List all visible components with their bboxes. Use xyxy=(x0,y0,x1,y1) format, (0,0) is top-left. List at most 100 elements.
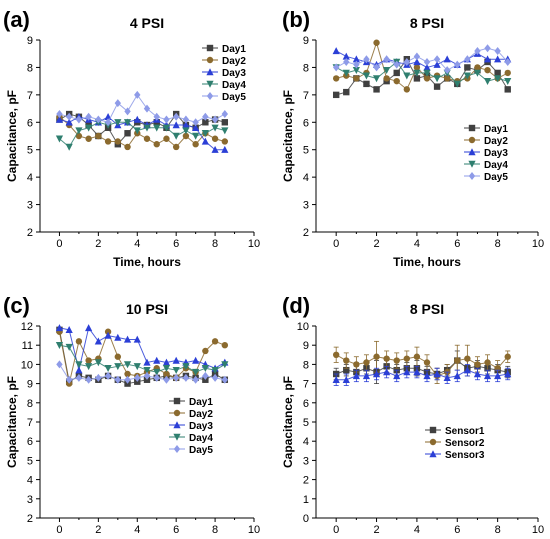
series-line xyxy=(336,369,508,381)
data-point xyxy=(383,75,390,82)
data-point xyxy=(172,121,180,129)
y-tick-label: 8 xyxy=(303,62,309,74)
series-line xyxy=(59,326,226,371)
data-point xyxy=(332,91,340,99)
data-point xyxy=(504,77,512,85)
data-point xyxy=(114,138,122,145)
data-point xyxy=(94,337,102,345)
data-point xyxy=(211,115,219,124)
data-point xyxy=(484,66,491,74)
data-point xyxy=(383,66,391,74)
panel-label: (a) xyxy=(3,7,30,32)
data-point xyxy=(95,373,102,382)
data-point xyxy=(433,83,441,90)
y-tick-label: 7 xyxy=(303,379,309,391)
x-tick-label: 10 xyxy=(248,238,260,250)
data-point xyxy=(373,63,380,72)
data-point xyxy=(363,359,370,366)
legend-marker xyxy=(429,426,437,434)
data-point xyxy=(463,72,471,80)
series-Day2 xyxy=(332,39,511,93)
x-tick-label: 0 xyxy=(56,238,62,250)
series-line xyxy=(335,354,509,377)
y-tick-label: 5 xyxy=(27,145,33,157)
data-point xyxy=(342,375,350,383)
data-point xyxy=(65,118,73,126)
y-tick-label: 3 xyxy=(27,494,33,506)
data-point xyxy=(182,373,190,382)
x-tick-label: 2 xyxy=(95,524,101,536)
data-point xyxy=(443,55,451,63)
data-point xyxy=(114,99,122,108)
y-tick-label: 6 xyxy=(27,436,33,448)
data-point xyxy=(123,335,132,343)
x-tick-label: 8 xyxy=(212,524,218,536)
data-point xyxy=(332,63,340,72)
data-point xyxy=(464,355,471,362)
data-point xyxy=(494,69,501,77)
panel-title: 10 PSI xyxy=(126,301,168,317)
y-tick-label: 9 xyxy=(27,379,33,391)
data-point xyxy=(114,119,122,127)
data-point xyxy=(453,372,461,380)
data-point xyxy=(75,366,83,374)
data-point xyxy=(443,374,451,382)
y-tick-label: 7 xyxy=(27,90,33,102)
legend-label: Day3 xyxy=(484,148,508,159)
data-point xyxy=(133,127,141,135)
data-point xyxy=(143,135,151,142)
y-tick-label: 2 xyxy=(303,475,309,487)
data-point xyxy=(423,63,431,71)
y-tick-label: 12 xyxy=(21,321,33,333)
data-point xyxy=(433,55,441,64)
data-point xyxy=(85,124,93,132)
data-point xyxy=(172,356,180,364)
x-tick-label: 10 xyxy=(532,524,544,536)
legend-marker xyxy=(206,44,214,52)
y-tick-label: 9 xyxy=(303,340,309,352)
legend-label: Day4 xyxy=(484,160,508,171)
y-tick-label: 5 xyxy=(303,417,309,429)
data-point xyxy=(75,373,83,382)
data-point xyxy=(123,119,132,127)
data-point xyxy=(393,77,400,85)
data-point xyxy=(484,44,491,53)
data-point xyxy=(362,372,371,380)
panel-0: (a) 4 PSI 0 2 4 6 8 10 2 3 4 5 6 7 8 9 Time, hours Capaci… xyxy=(3,7,260,269)
data-point xyxy=(114,353,122,360)
data-point xyxy=(114,333,122,341)
data-point xyxy=(123,361,132,369)
data-point xyxy=(393,60,400,69)
data-point xyxy=(413,64,421,71)
data-point xyxy=(413,353,421,360)
data-point xyxy=(133,115,141,123)
data-point xyxy=(75,361,83,369)
data-point xyxy=(163,135,170,142)
data-point xyxy=(202,371,209,380)
y-tick-label: 1 xyxy=(303,494,309,506)
x-tick-label: 4 xyxy=(414,524,420,536)
data-point xyxy=(221,119,229,126)
legend-marker xyxy=(206,92,214,100)
y-tick-label: 8 xyxy=(27,398,33,410)
data-point xyxy=(383,355,390,362)
data-point xyxy=(192,123,200,131)
data-point xyxy=(124,130,131,137)
y-tick-label: 11 xyxy=(22,340,33,352)
data-point xyxy=(373,86,380,93)
data-point xyxy=(104,371,112,380)
y-tick-label: 5 xyxy=(27,455,33,467)
legend-marker xyxy=(173,433,181,441)
series-line xyxy=(59,344,226,373)
data-point xyxy=(56,360,63,369)
panel-2: (c)10 PSI024681023456789101112Time, hour… xyxy=(3,293,260,536)
data-point xyxy=(55,342,64,349)
data-point xyxy=(504,57,511,66)
data-point xyxy=(202,112,209,121)
data-point xyxy=(473,370,482,378)
data-point xyxy=(75,127,83,135)
legend-label: Day1 xyxy=(222,44,246,55)
panel-title: 4 PSI xyxy=(130,15,164,31)
y-axis-label: Capacitance, pF xyxy=(281,90,295,182)
